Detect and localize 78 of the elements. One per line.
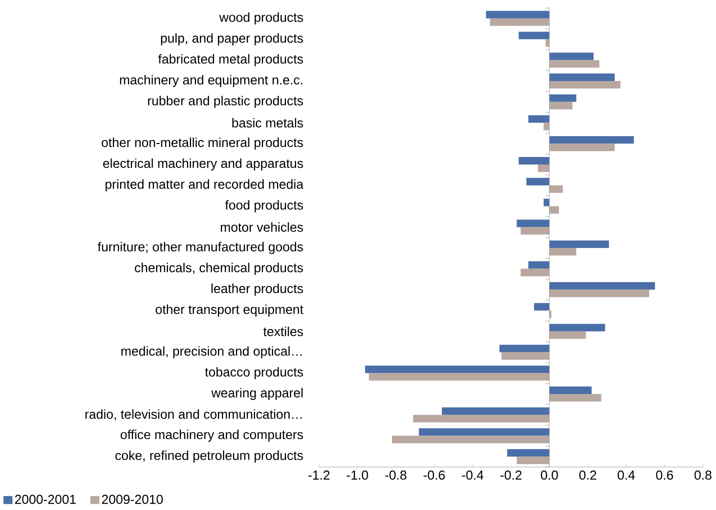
x-tick-label: 0.2 [579,470,596,480]
y-tick-label: wood products [219,12,303,24]
y-tick-label: rubber and plastic products [148,96,303,108]
bar [549,185,563,193]
legend-label: 2009-2010 [102,494,163,504]
bar [368,373,550,381]
bar [520,227,550,235]
y-tick-label: textiles [263,326,304,336]
bar [486,10,550,18]
bar [549,248,576,256]
y-tick-label: machinery and equipment n.e.c. [120,74,302,88]
bar [549,282,656,290]
x-tick-label: -1.2 [308,470,330,480]
y-tick-label: medical, precision and optical… [121,346,302,358]
bar [528,261,550,269]
y-tick-label: printed matter and recorded media [106,179,304,192]
bar [549,324,606,332]
bar [516,220,550,228]
bar [518,156,550,164]
bar [549,102,572,110]
y-tick-label: pulp, and paper products [161,33,303,46]
bar [507,449,550,457]
x-tick-label: 0.8 [694,470,712,480]
bar [546,39,550,47]
x-tick-label: -0.8 [385,470,406,480]
y-tick-label: leather products [211,284,303,296]
bar [549,394,602,402]
y-tick-label: office machinery and computers [120,430,303,442]
y-tick-label: furniture; other manufactured goods [98,242,303,254]
bar [516,456,550,464]
y-tick-label: chemicals, chemical products [134,262,303,275]
y-tick-label: coke, refined petroleum products [115,450,303,463]
bar [392,436,550,444]
bar [549,52,594,60]
bar [549,60,600,68]
bar [365,366,550,374]
x-tick-label: 0.6 [656,470,674,480]
bar [520,268,550,276]
y-tick-label: motor vehicles [220,222,303,232]
y-tick-label: radio, television and communication… [85,409,302,420]
bar [490,18,550,26]
y-tick-label: fabricated metal products [158,54,303,66]
bar [549,331,586,339]
bar [526,178,550,186]
y-tick-label: other non-metallic mineral products [102,138,303,150]
x-tick-label: -1.0 [346,470,368,480]
bar [518,32,550,40]
bar [418,428,550,436]
bar [549,206,560,214]
bar [549,81,620,89]
bar [549,74,615,82]
bar [549,290,650,298]
y-tick-label: other transport equipment [156,304,304,317]
x-tick-label: 0.4 [618,470,635,480]
bar [549,386,592,394]
bar [544,198,550,206]
bar [544,122,550,130]
x-tick-label: -0.6 [424,470,445,480]
bar [501,352,550,360]
bar [549,94,576,102]
y-tick-label: food products [225,200,303,212]
bar [538,164,550,172]
bar [442,407,550,415]
y-tick-label: tobacco products [205,367,303,380]
x-tick-label: -0.4 [462,470,484,480]
bar [534,303,550,311]
bar [528,115,550,123]
x-tick-label: -0.2 [500,470,522,480]
y-tick-label: electrical machinery and apparatus [103,158,303,171]
bar [549,240,609,248]
bar [549,144,615,152]
bar [499,344,550,352]
bar [413,414,550,422]
y-tick-label: basic metals [232,118,303,128]
bar [549,136,634,144]
x-tick-label: 0.0 [540,470,558,480]
y-tick-label: wearing apparel [211,388,303,400]
legend-label: 2000-2001 [15,494,76,504]
